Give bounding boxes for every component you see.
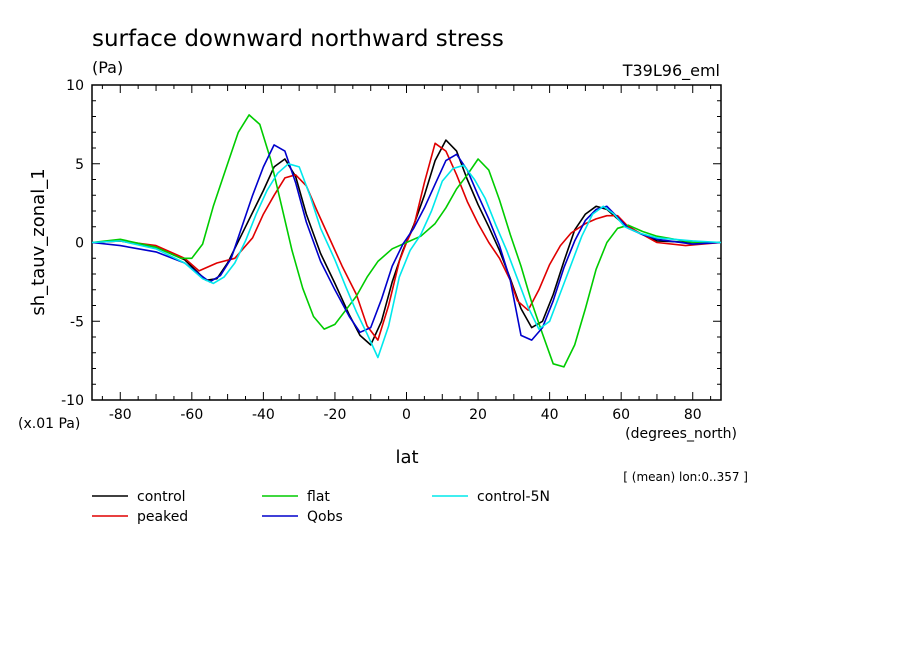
series-line-Qobs <box>91 144 722 341</box>
series-line-control-5N <box>91 163 722 359</box>
y-tick-label: -5 <box>70 314 84 330</box>
run-label: T39L96_eml <box>622 61 720 81</box>
x-tick-label: 0 <box>402 407 411 423</box>
series-line-control <box>91 139 721 346</box>
x-tick-label: -80 <box>109 407 132 423</box>
x-tick-label: -40 <box>252 407 275 423</box>
mean-note: [ (mean) lon:0..357 ] <box>623 470 748 484</box>
x-tick-label: 80 <box>684 407 702 423</box>
y-tick-label: 0 <box>75 236 84 252</box>
x-tick-label: 60 <box>612 407 630 423</box>
y-axis-label: sh_tauv_zonal_1 <box>28 168 49 315</box>
x-tick-label: -60 <box>180 407 203 423</box>
series-group <box>91 114 722 368</box>
x-axis-label: lat <box>395 447 418 468</box>
legend-label: control <box>137 489 186 505</box>
axis-ticks: -80 -60 -40 -20 0 20 40 60 80 -10 -5 0 5 10 <box>61 78 721 423</box>
x-units-label: (degrees_north) <box>625 426 737 442</box>
legend-label: peaked <box>137 509 188 525</box>
plot-area: -80 -60 -40 -20 0 20 40 60 80 -10 -5 0 5 10 <box>61 78 722 423</box>
legend-label: control-5N <box>477 489 550 505</box>
x-tick-label: 20 <box>469 407 487 423</box>
y-tick-label: 10 <box>66 78 84 94</box>
y-tick-label: 5 <box>75 157 84 173</box>
units-label: (Pa) <box>92 58 123 77</box>
x-tick-label: 40 <box>541 407 559 423</box>
y-tick-label: -10 <box>61 393 84 409</box>
x-tick-label: -20 <box>324 407 347 423</box>
chart-title: surface downward northward stress <box>92 26 504 52</box>
series-line-flat <box>91 114 721 368</box>
scale-label: (x.01 Pa) <box>18 416 80 432</box>
legend: control peaked flat Qobs control-5N <box>92 489 550 525</box>
legend-label: Qobs <box>307 509 343 525</box>
legend-label: flat <box>307 489 330 505</box>
